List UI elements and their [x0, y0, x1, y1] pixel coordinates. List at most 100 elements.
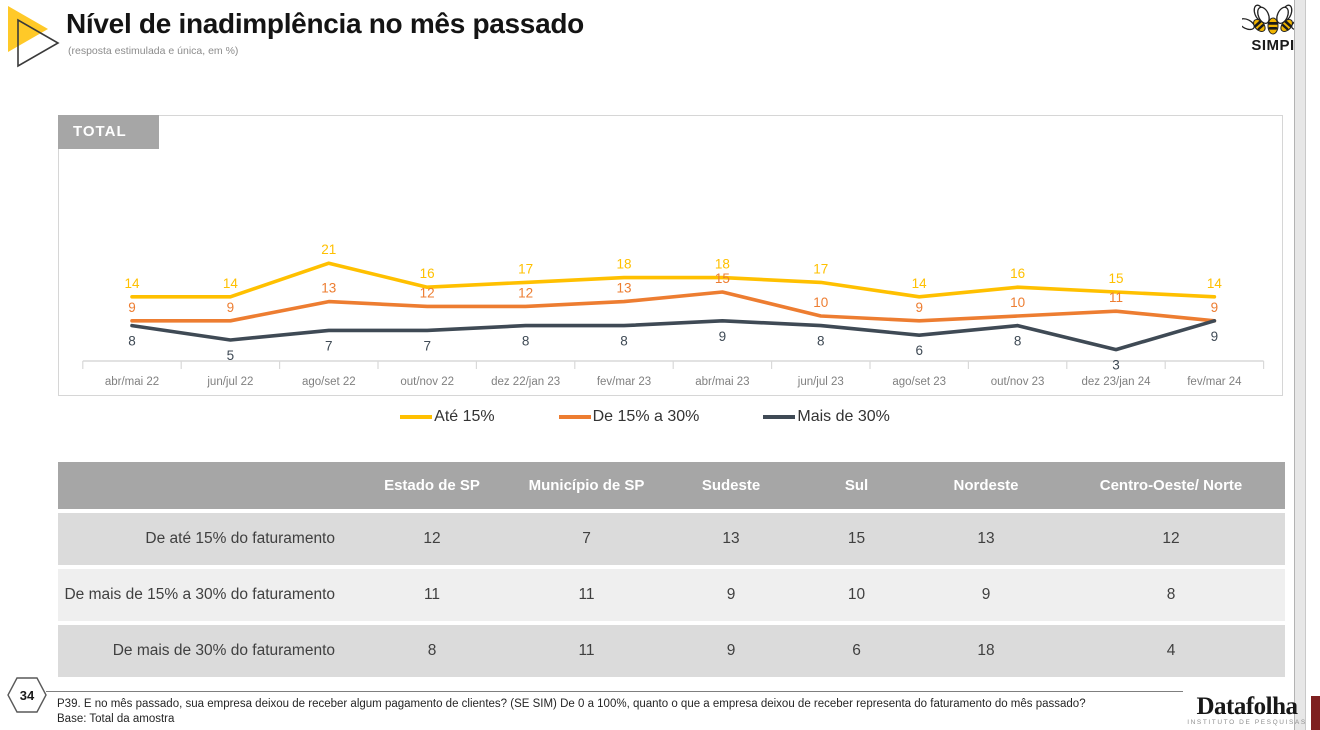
datafolha-tagline: INSTITUTO DE PESQUISAS: [1187, 719, 1307, 726]
simpi-logo: SIMPI: [1238, 2, 1308, 54]
x-axis-label: ago/set 23: [892, 376, 946, 388]
data-label: 16: [1010, 266, 1025, 281]
data-label: 17: [813, 261, 828, 276]
x-axis-label: abr/mai 23: [695, 376, 749, 388]
data-label: 11: [1109, 290, 1123, 305]
page-title: Nível de inadimplência no mês passado: [66, 8, 584, 39]
x-axis-label: fev/mar 23: [597, 376, 651, 388]
page-subtitle: (resposta estimulada e única, em %): [68, 45, 239, 57]
data-label: 9: [719, 329, 727, 344]
chart-panel: abr/mai 22 jun/jul 22 ago/set 22 out/nov 22…: [58, 115, 1283, 396]
table-cell: 13: [915, 513, 1057, 565]
legend-swatch: [763, 415, 796, 419]
table-cell: 12: [1057, 513, 1285, 565]
table-cell: 6: [798, 625, 915, 677]
simpi-logo-text: SIMPI: [1251, 37, 1295, 54]
table-header-col-5: Nordeste: [915, 462, 1057, 509]
table-cell: 18: [915, 625, 1057, 677]
page-number-hexagon: 34: [7, 677, 47, 713]
table-cell: 13: [664, 513, 798, 565]
series-line-2: [130, 290, 1217, 323]
table-cell: 8: [355, 625, 509, 677]
data-label: 18: [715, 257, 730, 272]
data-label: 8: [620, 334, 628, 349]
datafolha-logo: Datafolha INSTITUTO DE PESQUISAS: [1186, 694, 1308, 726]
x-axis-label: dez 23/jan 24: [1081, 376, 1151, 388]
data-label: 15: [1108, 271, 1123, 286]
slide-bullet-logo: [8, 6, 60, 68]
x-axis-label: jun/jul 22: [206, 376, 253, 388]
table-cell: 8: [1057, 569, 1285, 621]
table-header-col-1: Estado de SP: [355, 462, 509, 509]
regional-table: Estado de SP Município de SP Sudeste Sul Nor…: [58, 458, 1285, 681]
data-label: 13: [321, 281, 336, 296]
series-line-3: [130, 319, 1217, 352]
data-label: 10: [813, 295, 828, 310]
data-label: 14: [912, 276, 928, 291]
data-label: 6: [915, 343, 923, 358]
table-cell: 9: [664, 569, 798, 621]
data-label: 9: [1211, 300, 1219, 315]
row-label: De mais de 30% do faturamento: [58, 625, 355, 677]
data-label: 9: [915, 300, 923, 315]
data-label: 18: [616, 257, 631, 272]
data-label: 12: [420, 285, 435, 300]
data-label: 15: [715, 271, 730, 286]
datafolha-wordmark: Datafolha: [1196, 693, 1298, 720]
legend-item-3: Mais de 30%: [763, 408, 890, 426]
table-cell: 7: [509, 513, 664, 565]
legend-item-1: Até 15%: [400, 408, 495, 426]
legend-swatch: [558, 415, 591, 419]
table-row: De mais de 15% a 30% do faturamento 11 11 9…: [58, 569, 1285, 621]
table-cell: 10: [798, 569, 915, 621]
data-label: 13: [616, 281, 631, 296]
table-cell: 9: [915, 569, 1057, 621]
data-label: 8: [522, 334, 530, 349]
table-cell: 11: [509, 625, 664, 677]
data-label: 14: [1207, 276, 1223, 291]
x-axis-label: abr/mai 22: [105, 376, 159, 388]
slide-edge-strip: [1294, 0, 1306, 730]
footer-notes: P39. E no mês passado, sua empresa deixo…: [57, 697, 1177, 727]
legend-label: Mais de 30%: [797, 408, 890, 425]
data-label: 14: [124, 276, 140, 291]
chart-group-tab: TOTAL: [58, 115, 159, 149]
row-label: De até 15% do faturamento: [58, 513, 355, 565]
data-label: 9: [1211, 329, 1219, 344]
table-cell: 11: [509, 569, 664, 621]
page-number: 34: [20, 688, 35, 703]
x-axis-label: out/nov 23: [991, 376, 1045, 388]
data-label: 14: [223, 276, 239, 291]
question-text: P39. E no mês passado, sua empresa deixo…: [57, 698, 1086, 710]
legend-label: De 15% a 30%: [592, 408, 700, 425]
data-label: 10: [1010, 295, 1025, 310]
x-axis-label: jun/jul 23: [797, 376, 844, 388]
data-label: 7: [325, 338, 333, 353]
data-label: 12: [518, 285, 533, 300]
table-header-col-4: Sul: [798, 462, 915, 509]
table-cell: 15: [798, 513, 915, 565]
outline-triangle: [17, 18, 60, 68]
data-label: 5: [227, 348, 235, 363]
legend-label: Até 15%: [434, 408, 495, 425]
table-cell: 4: [1057, 625, 1285, 677]
yellow-triangle: [8, 6, 48, 52]
chart-legend: Até 15% De 15% a 30% Mais de 30%: [0, 408, 1290, 426]
table-cell: 12: [355, 513, 509, 565]
base-text: Base: Total da amostra: [57, 713, 175, 725]
series-line-1: [130, 261, 1217, 299]
data-label: 21: [321, 242, 336, 257]
bees-icon: [1242, 4, 1304, 35]
x-axis-label: fev/mar 24: [1187, 376, 1242, 388]
table-header-col-2: Município de SP: [509, 462, 664, 509]
data-label: 16: [420, 266, 435, 281]
data-label: 9: [227, 300, 235, 315]
table-cell: 9: [664, 625, 798, 677]
table-row: De até 15% do faturamento 12 7 13 15 13 12: [58, 513, 1285, 565]
data-label: 8: [817, 334, 825, 349]
legend-swatch: [400, 415, 433, 419]
table-header-col-3: Sudeste: [664, 462, 798, 509]
data-label: 7: [423, 338, 431, 353]
x-axis-label: dez 22/jan 23: [491, 376, 560, 388]
table-header-col-6: Centro-Oeste/ Norte: [1057, 462, 1285, 509]
